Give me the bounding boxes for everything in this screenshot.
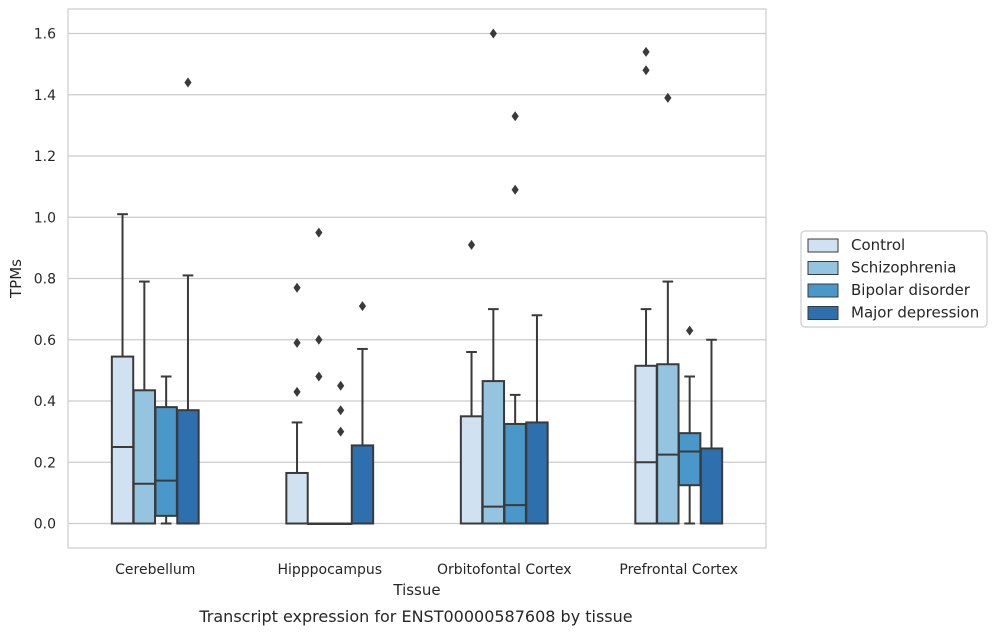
- y-tick-label: 1.0: [34, 210, 56, 226]
- outlier-point: [293, 386, 301, 397]
- box-control: [110, 213, 135, 525]
- legend-label: Control: [851, 236, 905, 254]
- box-schizophrenia: [132, 280, 157, 525]
- legend-item: Major depression: [807, 304, 979, 322]
- legend-item: Control: [807, 236, 905, 254]
- box-iqr: [285, 471, 309, 525]
- box-bipolar-disorder: [677, 325, 702, 525]
- y-tick-label: 0.4: [34, 394, 56, 410]
- y-tick-label: 0.8: [34, 272, 56, 288]
- outlier-point: [315, 371, 323, 382]
- outlier-point: [642, 65, 650, 76]
- box-control: [459, 239, 484, 525]
- x-axis-label: Tissue: [392, 581, 440, 599]
- y-axis-ticks: 0.0 0.2 0.4 0.6 0.8 1.0 1.2 1.4 1.6: [34, 27, 56, 533]
- legend-swatch: [807, 261, 839, 275]
- box-iqr: [656, 363, 680, 525]
- y-tick-label: 0.0: [34, 517, 56, 533]
- legend-swatch: [807, 306, 839, 320]
- outlier-point: [293, 282, 301, 293]
- y-tick-label: 1.4: [34, 88, 56, 104]
- legend-item: Bipolar disorder: [807, 281, 971, 299]
- box-iqr: [132, 389, 157, 525]
- figure-caption: Transcript expression for ENST0000058760…: [198, 607, 632, 626]
- box-iqr: [154, 406, 178, 517]
- box-iqr: [525, 421, 549, 525]
- box-iqr: [634, 364, 658, 525]
- y-tick-label: 1.2: [34, 149, 56, 165]
- y-tick-label: 0.2: [34, 455, 56, 471]
- boxes: [110, 28, 724, 525]
- y-tick-label: 0.6: [34, 333, 56, 349]
- box-bipolar-disorder: [154, 375, 178, 525]
- box-iqr: [459, 415, 484, 525]
- outlier-point: [184, 77, 192, 88]
- outlier-point: [664, 92, 672, 103]
- outlier-point: [642, 46, 650, 57]
- outlier-point: [337, 405, 345, 416]
- x-tick-label: Cerebellum: [115, 562, 195, 578]
- box-schizophrenia: [307, 227, 331, 525]
- box-iqr: [176, 409, 200, 525]
- box-iqr: [110, 355, 135, 525]
- outlier-point: [293, 337, 301, 348]
- box-iqr: [677, 432, 702, 487]
- y-axis-label: TPMs: [7, 259, 25, 299]
- outlier-point: [337, 380, 345, 391]
- box-schizophrenia: [481, 28, 506, 525]
- legend-swatch: [807, 238, 839, 253]
- legend-swatch: [807, 283, 839, 298]
- box-major-depression: [699, 338, 724, 525]
- outlier-point: [315, 334, 323, 345]
- box-bipolar-disorder: [328, 380, 353, 525]
- box-iqr: [481, 380, 506, 525]
- x-tick-label: Orbitofontal Cortex: [437, 562, 572, 578]
- legend-item: Schizophrenia: [807, 259, 956, 277]
- legend-label: Schizophrenia: [851, 259, 956, 277]
- box-bipolar-disorder: [503, 111, 527, 525]
- outlier-point: [511, 184, 519, 195]
- box-schizophrenia: [656, 92, 680, 525]
- box-iqr: [350, 444, 375, 525]
- outlier-point: [358, 301, 367, 312]
- x-tick-label: Hipppocampus: [277, 562, 382, 578]
- outlier-point: [686, 325, 694, 336]
- box-major-depression: [350, 301, 375, 525]
- box-control: [634, 46, 658, 525]
- y-tick-label: 1.6: [34, 27, 56, 43]
- plot-frame: [67, 8, 767, 549]
- outlier-point: [511, 111, 519, 122]
- legend-label: Bipolar disorder: [851, 281, 971, 299]
- box-iqr: [699, 447, 724, 525]
- x-tick-label: Prefrontal Cortex: [619, 562, 738, 578]
- outlier-point: [337, 426, 345, 437]
- legend-frame: [800, 230, 988, 328]
- box-control: [285, 282, 309, 525]
- outlier-point: [467, 239, 476, 250]
- box-major-depression: [176, 77, 200, 525]
- legend: Control Schizophrenia Bipolar disorder Majo…: [800, 230, 988, 328]
- box-iqr: [503, 422, 527, 525]
- box-major-depression: [525, 314, 549, 525]
- x-axis-ticks: Cerebellum Hipppocampus Orbitofontal Corte…: [115, 562, 738, 578]
- outlier-point: [489, 28, 497, 39]
- legend-label: Major depression: [851, 304, 979, 322]
- outlier-point: [315, 227, 323, 238]
